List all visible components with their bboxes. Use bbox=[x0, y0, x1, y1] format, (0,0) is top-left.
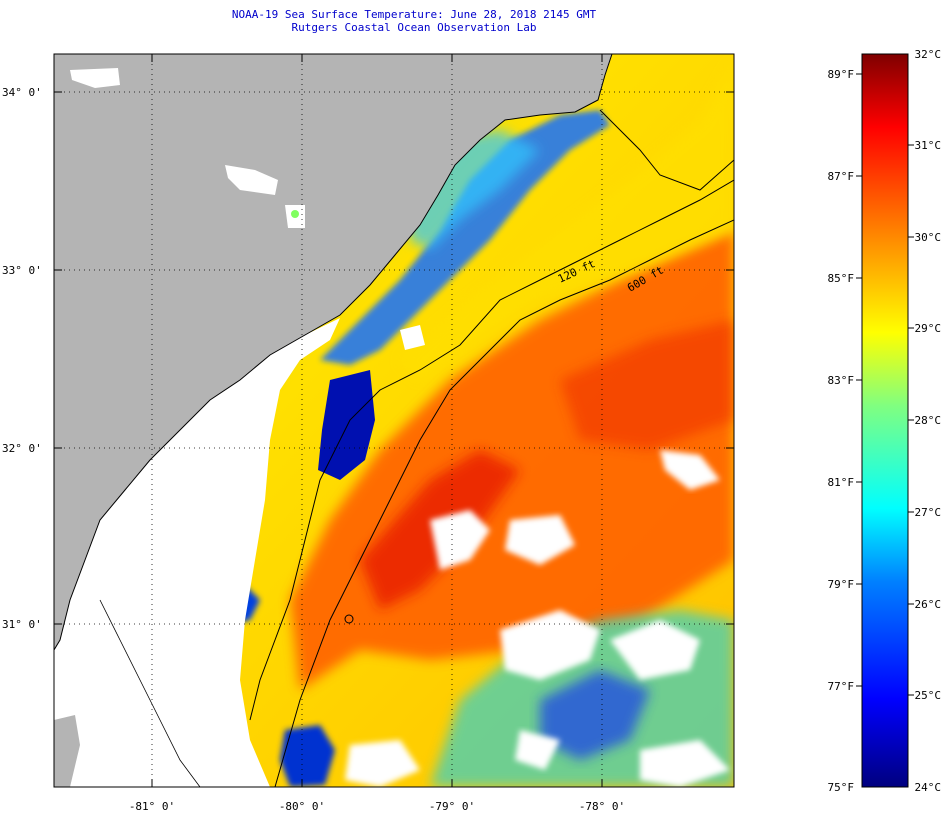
colorbar-c-32: 32°C bbox=[915, 48, 942, 61]
lon-label-81: -81° 0' bbox=[129, 800, 175, 813]
colorbar-c-24: 24°C bbox=[915, 781, 942, 794]
lat-label-31: 31° 0' bbox=[2, 618, 42, 631]
colorbar-c-31: 31°C bbox=[915, 139, 942, 152]
colorbar-c-29: 29°C bbox=[915, 322, 942, 335]
colorbar-f-77: 77°F bbox=[828, 680, 855, 693]
sst-field bbox=[54, 54, 734, 787]
isobath-600ft bbox=[274, 219, 734, 787]
lon-label-80: -80° 0' bbox=[279, 800, 325, 813]
colorbar-ticks bbox=[856, 73, 914, 696]
colorbar-c-30: 30°C bbox=[915, 231, 942, 244]
lat-label-32: 32° 0' bbox=[2, 442, 42, 455]
plot-frame bbox=[53, 53, 735, 788]
station-marker bbox=[344, 614, 354, 624]
colorbar-f-81: 81°F bbox=[828, 476, 855, 489]
coastline bbox=[54, 54, 613, 651]
lon-label-78: -78° 0' bbox=[579, 800, 625, 813]
graticule bbox=[54, 54, 734, 787]
lon-label-79: -79° 0' bbox=[429, 800, 475, 813]
coastal-no-data bbox=[54, 318, 340, 787]
colorbar-f-87: 87°F bbox=[828, 170, 855, 183]
map-subtitle: Rutgers Coastal Ocean Observation Lab bbox=[291, 21, 537, 34]
ticks bbox=[54, 54, 734, 787]
colorbar-f-85: 85°F bbox=[828, 272, 855, 285]
upwelling-pocket bbox=[318, 370, 375, 480]
lat-label-33: 33° 0' bbox=[2, 264, 42, 277]
isobath-120ft bbox=[249, 179, 734, 721]
colorbar-f-75: 75°F bbox=[828, 781, 855, 794]
colorbar-c-25: 25°C bbox=[915, 689, 942, 702]
colorbar bbox=[861, 53, 909, 788]
lat-label-34: 34° 0' bbox=[2, 86, 42, 99]
map-title: NOAA-19 Sea Surface Temperature: June 28… bbox=[231, 8, 597, 21]
colorbar-f-83: 83°F bbox=[828, 374, 855, 387]
colorbar-c-26: 26°C bbox=[915, 598, 942, 611]
land-mass bbox=[54, 54, 612, 650]
colorbar-f-79: 79°F bbox=[828, 578, 855, 591]
colorbar-c-28: 28°C bbox=[915, 414, 942, 427]
colorbar-f-89: 89°F bbox=[828, 68, 855, 81]
cold-nearshore bbox=[320, 110, 610, 365]
colorbar-c-27: 27°C bbox=[915, 506, 942, 519]
